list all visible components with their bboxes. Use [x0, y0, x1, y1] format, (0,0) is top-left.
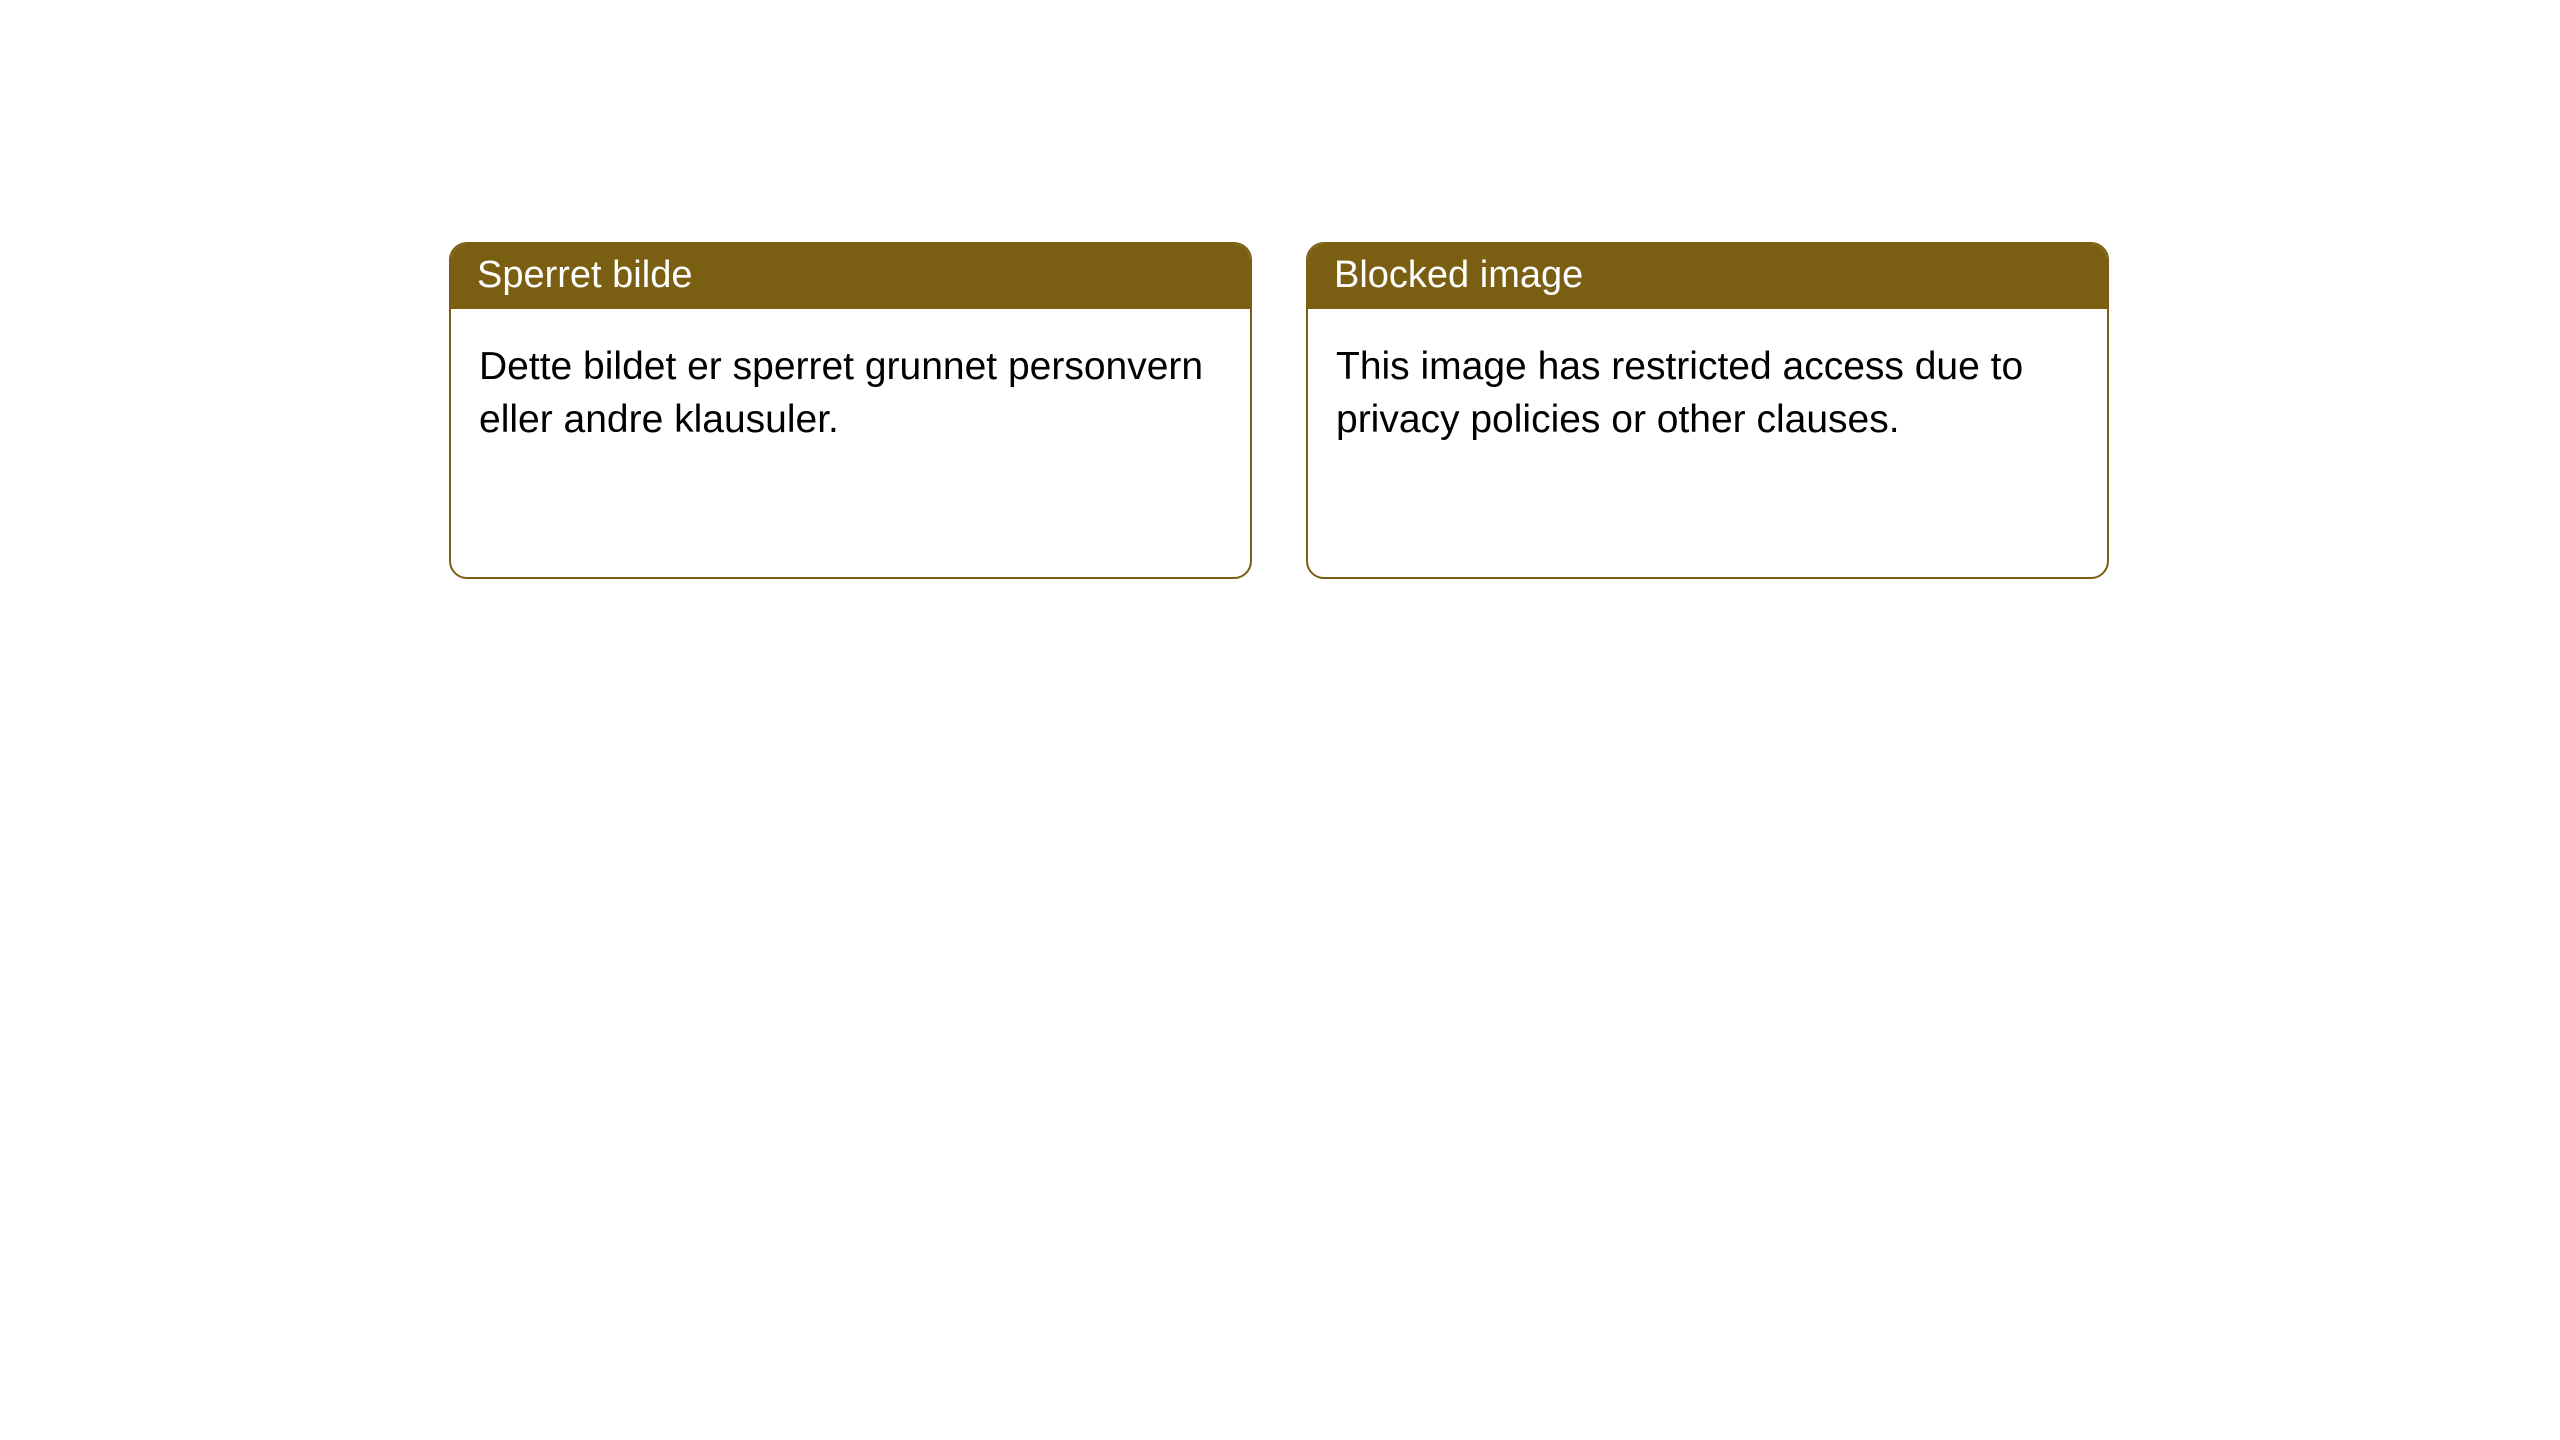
- notice-card-title: Sperret bilde: [451, 244, 1250, 309]
- notice-card-body: Dette bildet er sperret grunnet personve…: [451, 309, 1250, 577]
- notice-card-title: Blocked image: [1308, 244, 2107, 309]
- notice-card-norwegian: Sperret bilde Dette bildet er sperret gr…: [449, 242, 1252, 579]
- notice-card-body: This image has restricted access due to …: [1308, 309, 2107, 577]
- notice-card-english: Blocked image This image has restricted …: [1306, 242, 2109, 579]
- notice-container: Sperret bilde Dette bildet er sperret gr…: [0, 0, 2560, 579]
